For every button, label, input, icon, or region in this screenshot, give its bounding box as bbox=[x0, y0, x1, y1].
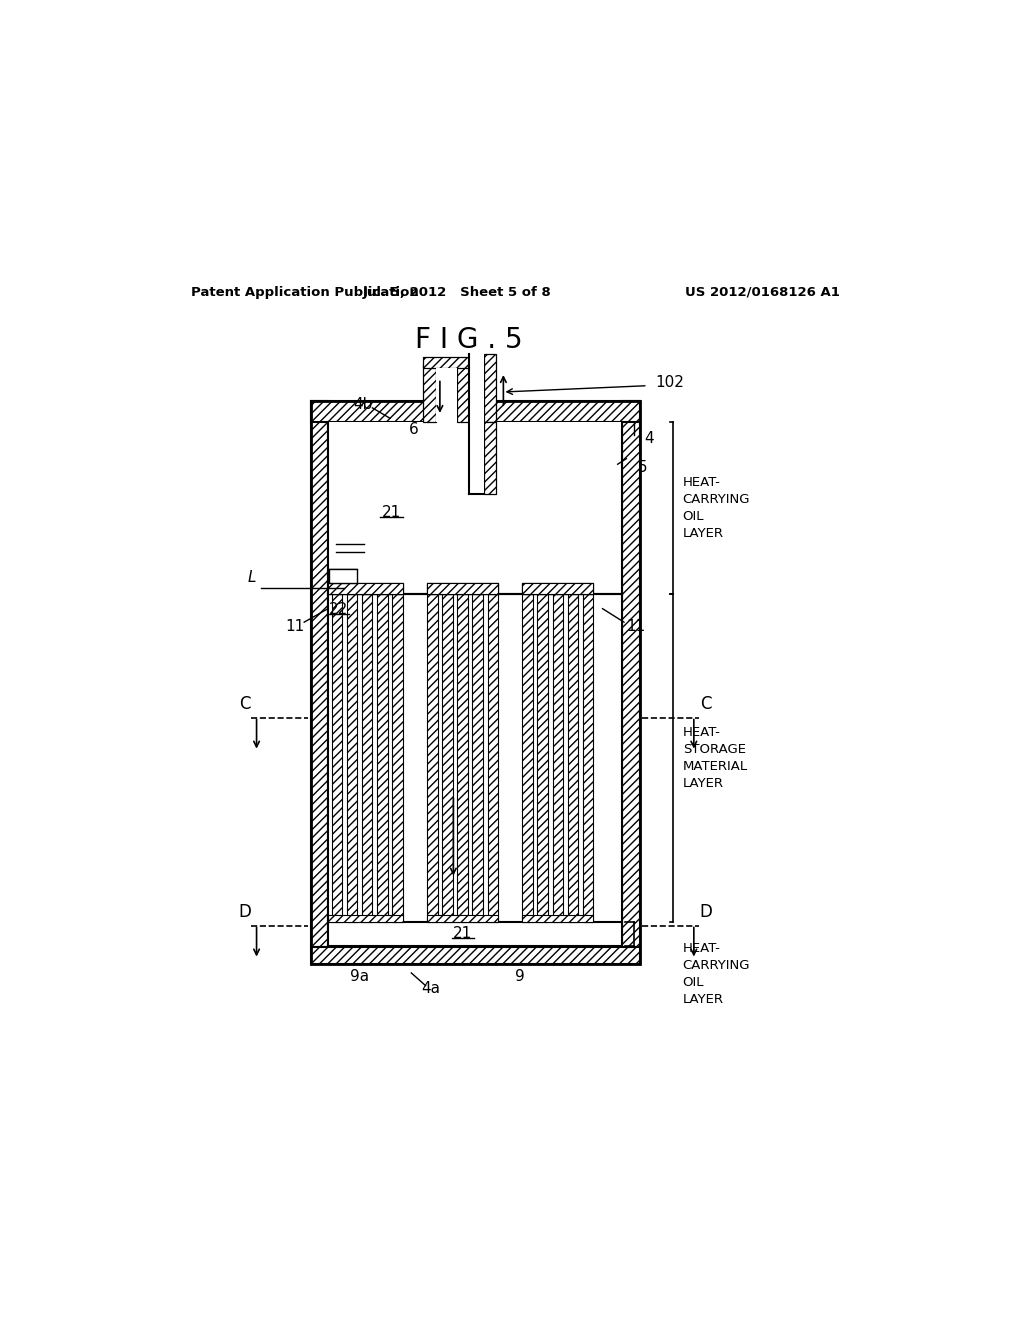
Bar bbox=[522, 915, 593, 923]
Bar bbox=[458, 366, 470, 422]
Text: 4: 4 bbox=[644, 432, 653, 446]
Bar bbox=[522, 583, 593, 594]
Bar bbox=[310, 946, 640, 964]
Text: Patent Application Publication: Patent Application Publication bbox=[191, 285, 419, 298]
Text: D: D bbox=[239, 903, 251, 920]
Bar bbox=[310, 401, 328, 946]
Bar bbox=[427, 594, 437, 923]
Bar bbox=[328, 583, 402, 594]
Bar bbox=[328, 915, 402, 923]
Bar bbox=[392, 594, 402, 923]
Bar bbox=[483, 422, 497, 494]
Bar bbox=[567, 594, 578, 923]
Text: D: D bbox=[699, 903, 712, 920]
Text: 11: 11 bbox=[627, 619, 645, 634]
Text: C: C bbox=[239, 694, 251, 713]
Bar bbox=[436, 368, 458, 422]
Bar bbox=[487, 594, 498, 923]
Bar bbox=[522, 594, 532, 923]
Text: HEAT-
STORAGE
MATERIAL
LAYER: HEAT- STORAGE MATERIAL LAYER bbox=[683, 726, 748, 789]
Text: 11: 11 bbox=[285, 619, 304, 634]
Bar bbox=[332, 594, 342, 923]
Text: C: C bbox=[700, 694, 712, 713]
Bar bbox=[329, 569, 357, 583]
Bar bbox=[442, 594, 453, 923]
Text: 4b: 4b bbox=[353, 397, 373, 412]
Text: 102: 102 bbox=[655, 375, 685, 389]
Bar bbox=[423, 366, 436, 422]
Bar bbox=[583, 594, 593, 923]
Text: 7: 7 bbox=[475, 422, 484, 437]
Text: F I G . 5: F I G . 5 bbox=[416, 326, 523, 354]
Text: L: L bbox=[248, 570, 256, 585]
Text: 21: 21 bbox=[382, 506, 401, 520]
Text: 9a: 9a bbox=[350, 969, 370, 985]
Bar bbox=[469, 354, 483, 494]
Bar bbox=[362, 594, 373, 923]
Bar bbox=[310, 401, 640, 422]
Bar bbox=[522, 583, 593, 594]
Bar bbox=[553, 594, 563, 923]
Text: 6: 6 bbox=[409, 422, 419, 437]
Bar bbox=[310, 401, 640, 964]
Text: 5: 5 bbox=[638, 459, 648, 475]
Text: 4a: 4a bbox=[421, 981, 440, 997]
Text: US 2012/0168126 A1: US 2012/0168126 A1 bbox=[685, 285, 841, 298]
Bar bbox=[623, 401, 640, 946]
Bar bbox=[328, 583, 402, 594]
Bar bbox=[347, 594, 357, 923]
Bar bbox=[427, 915, 498, 923]
Bar bbox=[423, 358, 470, 368]
Bar bbox=[427, 583, 498, 594]
Text: 21: 21 bbox=[454, 925, 472, 941]
Text: 22: 22 bbox=[329, 602, 348, 616]
Text: HEAT-
CARRYING
OIL
LAYER: HEAT- CARRYING OIL LAYER bbox=[683, 477, 751, 540]
Text: HEAT-
CARRYING
OIL
LAYER: HEAT- CARRYING OIL LAYER bbox=[683, 941, 751, 1006]
Bar bbox=[377, 594, 387, 923]
Bar bbox=[427, 583, 498, 594]
Bar bbox=[483, 354, 497, 422]
Bar bbox=[328, 422, 623, 946]
Bar bbox=[458, 594, 468, 923]
Bar bbox=[472, 594, 482, 923]
Bar bbox=[538, 594, 548, 923]
Text: 9: 9 bbox=[515, 969, 525, 985]
Text: Jul. 5, 2012   Sheet 5 of 8: Jul. 5, 2012 Sheet 5 of 8 bbox=[362, 285, 552, 298]
